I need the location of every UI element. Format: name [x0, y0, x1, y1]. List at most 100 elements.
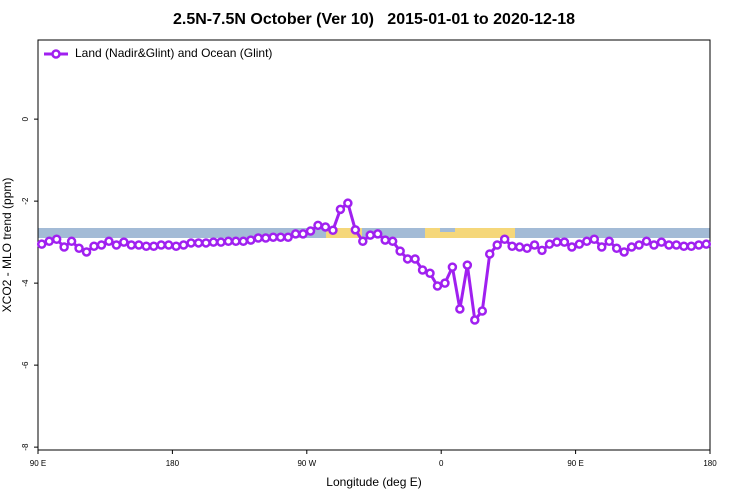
- data-point: [328, 225, 338, 235]
- x-tick-label: 90 W: [297, 459, 316, 468]
- data-point: [231, 236, 241, 247]
- data-point: [611, 243, 622, 254]
- land-patch: [326, 228, 362, 238]
- data-point: [253, 233, 264, 243]
- data-point: [89, 241, 99, 251]
- data-point: [522, 243, 532, 254]
- x-tick-label: 180: [703, 459, 717, 468]
- legend-label: Land (Nadir&Glint) and Ocean (Glint): [75, 46, 272, 60]
- data-point: [387, 236, 398, 247]
- y-tick-label: 0: [21, 116, 30, 121]
- data-point: [51, 234, 62, 245]
- y-axis-label: XCO2 - MLO trend (ppm): [0, 178, 14, 313]
- data-point: [81, 247, 92, 257]
- data-point: [343, 198, 353, 208]
- data-point: [582, 236, 592, 247]
- series-line: [41, 200, 707, 324]
- data-point: [372, 229, 383, 239]
- data-point: [246, 235, 256, 245]
- data-point: [664, 240, 674, 250]
- y-tick-label: -4: [21, 279, 30, 287]
- data-point: [36, 239, 47, 249]
- data-point: [537, 245, 547, 256]
- data-point: [119, 237, 129, 247]
- y-tick-label: -6: [21, 361, 30, 369]
- data-point: [44, 236, 54, 247]
- data-point: [275, 232, 286, 242]
- data-point: [432, 281, 443, 291]
- x-tick-label: 90 E: [30, 459, 46, 468]
- data-point: [290, 229, 301, 239]
- chart-title: 2.5N-7.5N October (Ver 10) 2015-01-01 to…: [173, 11, 575, 28]
- legend-marker: [51, 49, 61, 59]
- land-patch: [425, 228, 515, 238]
- data-point: [126, 240, 137, 250]
- data-point: [425, 268, 435, 279]
- data-point: [216, 237, 226, 247]
- data-point: [596, 242, 607, 252]
- data-point: [686, 241, 697, 251]
- data-point: [395, 246, 405, 256]
- data-point: [529, 240, 540, 250]
- data-point: [626, 242, 637, 252]
- data-point: [589, 234, 600, 245]
- data-point: [492, 240, 502, 250]
- data-point: [104, 236, 114, 247]
- data-point: [208, 237, 219, 247]
- data-point: [380, 235, 390, 245]
- data-point: [619, 247, 629, 257]
- data-point: [365, 230, 376, 240]
- data-point: [477, 306, 488, 316]
- data-point: [484, 249, 495, 259]
- data-point: [201, 238, 211, 248]
- data-point: [358, 236, 368, 247]
- data-point: [59, 242, 69, 252]
- data-point: [178, 240, 189, 250]
- data-point: [410, 254, 420, 264]
- data-point: [544, 239, 555, 249]
- data-point: [223, 236, 234, 247]
- data-point: [567, 242, 577, 252]
- data-point: [238, 236, 249, 247]
- data-point: [656, 237, 667, 247]
- data-point: [641, 236, 652, 247]
- data-point: [148, 241, 159, 251]
- data-point: [634, 240, 644, 250]
- data-point: [574, 239, 585, 249]
- data-point: [701, 239, 712, 249]
- data-point: [305, 226, 316, 236]
- data-point: [268, 232, 278, 242]
- data-point: [171, 241, 181, 251]
- data-point: [417, 265, 428, 275]
- data-point: [440, 278, 450, 288]
- data-point: [260, 233, 271, 243]
- data-point: [111, 240, 122, 250]
- data-point: [455, 304, 465, 314]
- y-tick-label: -2: [21, 197, 30, 205]
- x-tick-label: 0: [439, 459, 444, 468]
- x-axis-label: Longitude (deg E): [326, 475, 421, 489]
- data-point: [552, 237, 562, 247]
- data-point: [694, 240, 704, 250]
- y-tick-label: -8: [21, 443, 30, 451]
- data-point: [604, 236, 614, 247]
- data-point: [66, 236, 77, 247]
- data-point: [470, 315, 480, 325]
- data-point: [559, 237, 570, 247]
- data-point: [96, 240, 107, 250]
- data-point: [507, 241, 517, 251]
- data-point: [74, 243, 84, 254]
- data-point: [350, 225, 361, 235]
- data-point: [649, 240, 659, 250]
- x-tick-label: 90 E: [567, 459, 583, 468]
- data-point: [514, 242, 525, 252]
- data-point: [462, 260, 473, 270]
- data-point: [335, 204, 346, 215]
- ocean-patch: [440, 228, 455, 232]
- data-point: [186, 238, 196, 248]
- data-point: [679, 241, 689, 251]
- x-tick-label: 180: [166, 459, 180, 468]
- data-point: [298, 229, 308, 239]
- data-point: [320, 222, 331, 232]
